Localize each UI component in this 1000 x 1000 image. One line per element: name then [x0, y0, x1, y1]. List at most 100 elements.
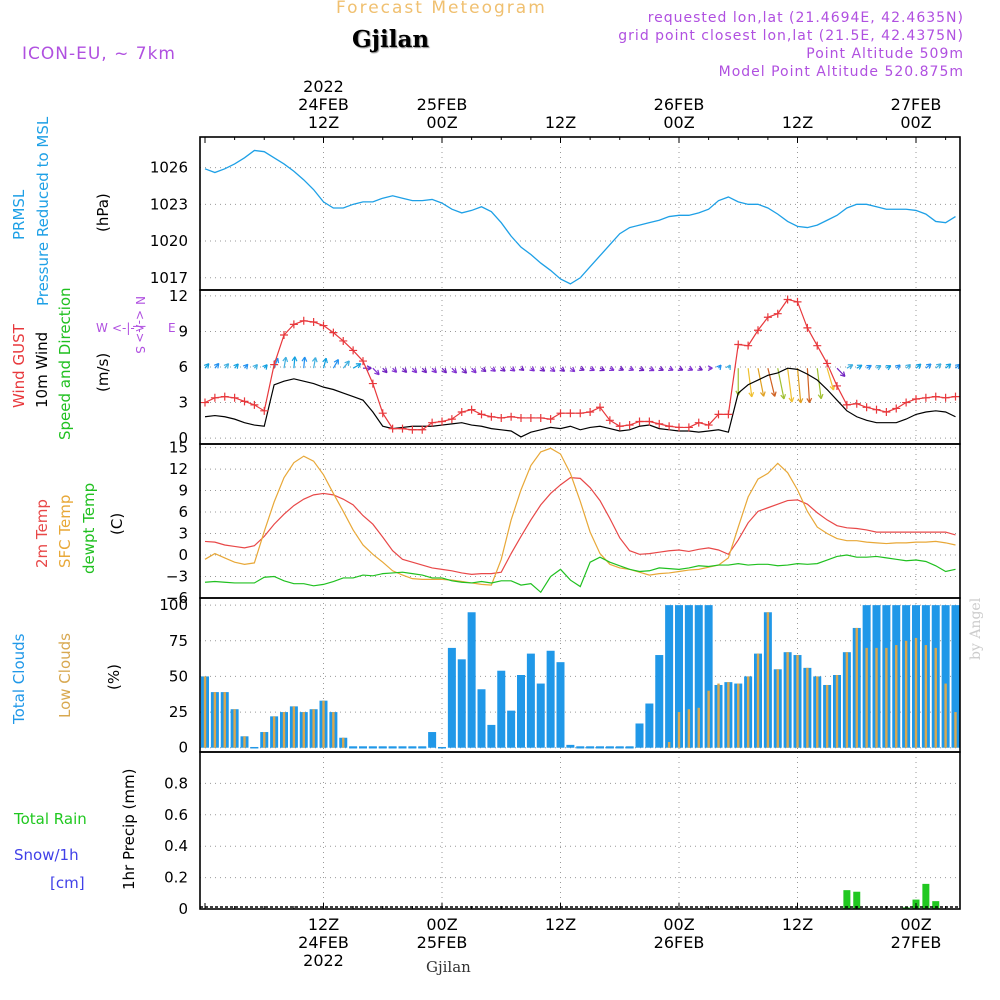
- wind-arrowhead: [385, 367, 388, 373]
- wind-gust-marker: [605, 416, 614, 425]
- wind-gust-marker: [596, 403, 604, 412]
- wind-gust-marker: [872, 405, 881, 414]
- temp-tick-label: 15: [169, 439, 188, 457]
- panel-frame: [199, 136, 961, 291]
- wind-gust-marker: [951, 392, 960, 401]
- wind-arrowhead: [325, 358, 328, 364]
- wind-gust-marker: [941, 393, 950, 402]
- wind-gust-marker: [220, 392, 229, 401]
- rain-bar: [932, 901, 940, 909]
- wind-arrowhead: [366, 365, 372, 369]
- wind-gust-marker: [546, 415, 555, 424]
- wind-arrow: [293, 356, 296, 369]
- wind-arrow: [787, 368, 793, 403]
- compass-w: W: [96, 321, 108, 335]
- wind-gust-marker: [408, 425, 417, 434]
- wind-arrowhead: [549, 370, 555, 373]
- total-cloud-bar: [655, 655, 664, 748]
- pressure-tick-label: 1017: [150, 269, 188, 287]
- wind-tick-label: 0: [178, 429, 188, 447]
- pressure-tick-label: 1026: [150, 159, 188, 177]
- wind-gust-marker: [655, 419, 664, 428]
- wind-arrowhead: [223, 363, 229, 367]
- wind-arrow: [332, 359, 339, 369]
- pressure-tick-label: 1023: [150, 195, 188, 213]
- wind-arrowhead: [877, 365, 882, 371]
- low-cloud-bar: [816, 676, 819, 748]
- low-cloud-bar: [786, 652, 789, 748]
- wind-arrowhead: [539, 369, 545, 372]
- location-title: Gjilan: [352, 26, 430, 53]
- wind-gust-marker: [833, 381, 841, 390]
- clouds-tick-label: 50: [169, 667, 188, 685]
- wind-gust-marker: [201, 398, 209, 407]
- wind-gust-marker: [240, 397, 249, 406]
- wind-arrowhead: [304, 356, 308, 362]
- wind-gust-marker: [576, 409, 585, 418]
- wind-arrowhead: [569, 370, 575, 373]
- wind-arrow: [273, 357, 279, 369]
- wind-tick-label: 9: [178, 322, 188, 340]
- wind-gust-marker: [892, 404, 901, 413]
- time-label-bottom: 26FEB: [654, 933, 705, 952]
- wind-gust-marker: [536, 413, 545, 422]
- time-label-top: 12Z: [308, 113, 339, 132]
- wind-arrowhead: [492, 366, 496, 372]
- total-cloud-bar: [517, 675, 525, 748]
- wind-gust-marker: [339, 336, 348, 345]
- low-cloud-bar: [213, 692, 217, 748]
- wind-gust-marker: [763, 313, 772, 322]
- wind-arrowhead: [344, 360, 350, 364]
- wind-arrowhead: [699, 365, 703, 371]
- grid-point-coords: grid point closest lon,lat (21.5E, 42.43…: [618, 28, 964, 44]
- compass-n: N: [133, 296, 147, 305]
- wind-arrowhead: [572, 366, 576, 372]
- wind-gust-marker: [517, 413, 525, 422]
- rain-bar: [853, 891, 861, 909]
- temp-tick-label: 6: [178, 503, 188, 521]
- chart-title: Forecast Meteogram: [336, 0, 547, 18]
- wind-arrowhead: [945, 363, 951, 366]
- wind-arrowhead: [480, 370, 486, 373]
- wind-gust-marker: [299, 316, 308, 325]
- temp-tick-label: 3: [178, 525, 188, 543]
- wind-arrowhead: [620, 365, 625, 371]
- wind-gust-marker: [507, 412, 516, 421]
- wind-arrowhead: [277, 358, 280, 364]
- wind-gust-marker: [803, 323, 812, 332]
- wind-arrowhead: [529, 369, 535, 372]
- footer-location: Gjilan: [426, 958, 471, 976]
- wind-arrowhead: [434, 367, 437, 373]
- temp-unit: (C): [108, 513, 126, 535]
- wind-gust-marker: [862, 403, 871, 412]
- wind-arrowhead: [301, 356, 306, 362]
- wind-arrowhead: [806, 398, 811, 403]
- model-label: ICON-EU, ~ 7km: [22, 44, 176, 64]
- wind-arrowhead: [542, 366, 546, 372]
- wind-gust-marker: [388, 424, 397, 433]
- time-label-bottom: 27FEB: [891, 933, 942, 952]
- wind-arrowhead: [610, 365, 615, 371]
- wind-gust-marker: [882, 408, 891, 417]
- temp-tick-label: −6: [166, 589, 188, 607]
- low-cloud-bar: [895, 645, 898, 748]
- wind-arrowhead: [217, 363, 220, 369]
- wind-arrowhead: [441, 370, 447, 374]
- wind-arrowhead: [707, 367, 713, 372]
- total-cloud-bar: [684, 605, 693, 748]
- wind-gust-marker: [704, 421, 713, 430]
- wind-arrowhead: [444, 367, 448, 373]
- wind-arrowhead: [374, 372, 380, 376]
- low-cloud-bar: [332, 712, 335, 748]
- low-cloud-bar: [263, 732, 266, 748]
- wind-gust-marker: [457, 408, 466, 417]
- wind-arrowhead: [262, 364, 268, 368]
- low-cloud-bar: [904, 640, 908, 748]
- wind-arrowhead: [725, 364, 731, 369]
- compass-ew-arrows: <-|->: [112, 321, 145, 335]
- temp-label-dewpt: dewpt Temp: [80, 483, 98, 574]
- wind-arrowhead: [265, 364, 268, 370]
- clouds-tick-label: 75: [169, 632, 188, 650]
- wind-arrowhead: [421, 370, 427, 374]
- wind-arrowhead: [213, 362, 220, 366]
